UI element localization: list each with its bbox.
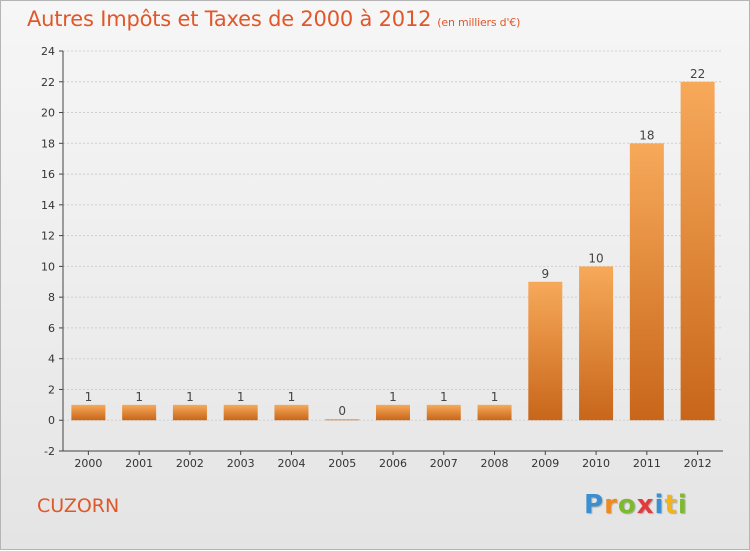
bar-2000 [71,404,106,421]
bar-2004 [274,404,309,421]
chart-subtitle: (en milliers d'€) [437,16,521,29]
x-tick-label: 2007 [430,457,458,470]
data-label-2010: 10 [588,251,603,265]
data-label-2006: 1 [389,390,397,404]
y-tick-label: 8 [48,291,55,304]
y-tick-label: 0 [48,414,55,427]
y-tick-label: 14 [41,199,55,212]
bar-2008 [477,404,512,421]
chart-title: Autres Impôts et Taxes de 2000 à 2012 (en… [27,7,520,31]
title-text: Autres Impôts et Taxes de 2000 à 2012 [27,7,432,31]
x-tick-label: 2001 [125,457,153,470]
bar-2006 [376,404,410,421]
x-tick-label: 2012 [684,457,712,470]
x-tick-label: 2009 [531,457,559,470]
bar-2001 [122,404,157,421]
x-tick-label: 2008 [481,457,509,470]
x-tick-label: 2002 [176,457,204,470]
data-label-2004: 1 [288,390,296,404]
data-label-2002: 1 [186,390,194,404]
bar-2002 [172,404,207,421]
data-label-2003: 1 [237,390,245,404]
y-tick-label: 2 [48,383,55,396]
x-tick-label: 2000 [74,457,102,470]
x-tick-label: 2011 [633,457,661,470]
bar-layer [71,81,715,421]
data-label-2008: 1 [491,390,499,404]
bar-2009 [528,281,563,421]
commune-name: CUZORN [37,495,120,517]
x-tick-label: 2005 [328,457,356,470]
data-label-2011: 18 [639,128,654,142]
data-label-2001: 1 [135,390,143,404]
y-tick-label: 18 [41,137,55,150]
y-tick-label: -2 [44,445,55,458]
proxiti-logo[interactable]: Proxiti [584,490,688,520]
y-tick-label: 20 [41,107,55,120]
bar-2010 [579,266,614,421]
y-tick-label: 4 [48,353,55,366]
x-tick-label: 2006 [379,457,407,470]
bar-2005 [325,419,360,421]
bar-2012 [680,81,715,421]
bar-2007 [426,404,461,421]
x-tick-label: 2003 [227,457,255,470]
x-tick-label: 2004 [277,457,305,470]
x-tick-label: 2010 [582,457,610,470]
y-tick-label: 6 [48,322,55,335]
data-label-2009: 9 [541,267,549,281]
y-tick-label: 10 [41,260,55,273]
data-label-2007: 1 [440,390,448,404]
bar-2003 [223,404,258,421]
y-tick-label: 24 [41,45,55,58]
bar-2011 [629,143,664,421]
y-tick-label: 16 [41,168,55,181]
data-label-2005: 0 [338,404,346,418]
data-label-2000: 1 [85,390,93,404]
data-label-2012: 22 [690,67,705,81]
y-tick-label: 12 [41,230,55,243]
y-tick-label: 22 [41,76,55,89]
